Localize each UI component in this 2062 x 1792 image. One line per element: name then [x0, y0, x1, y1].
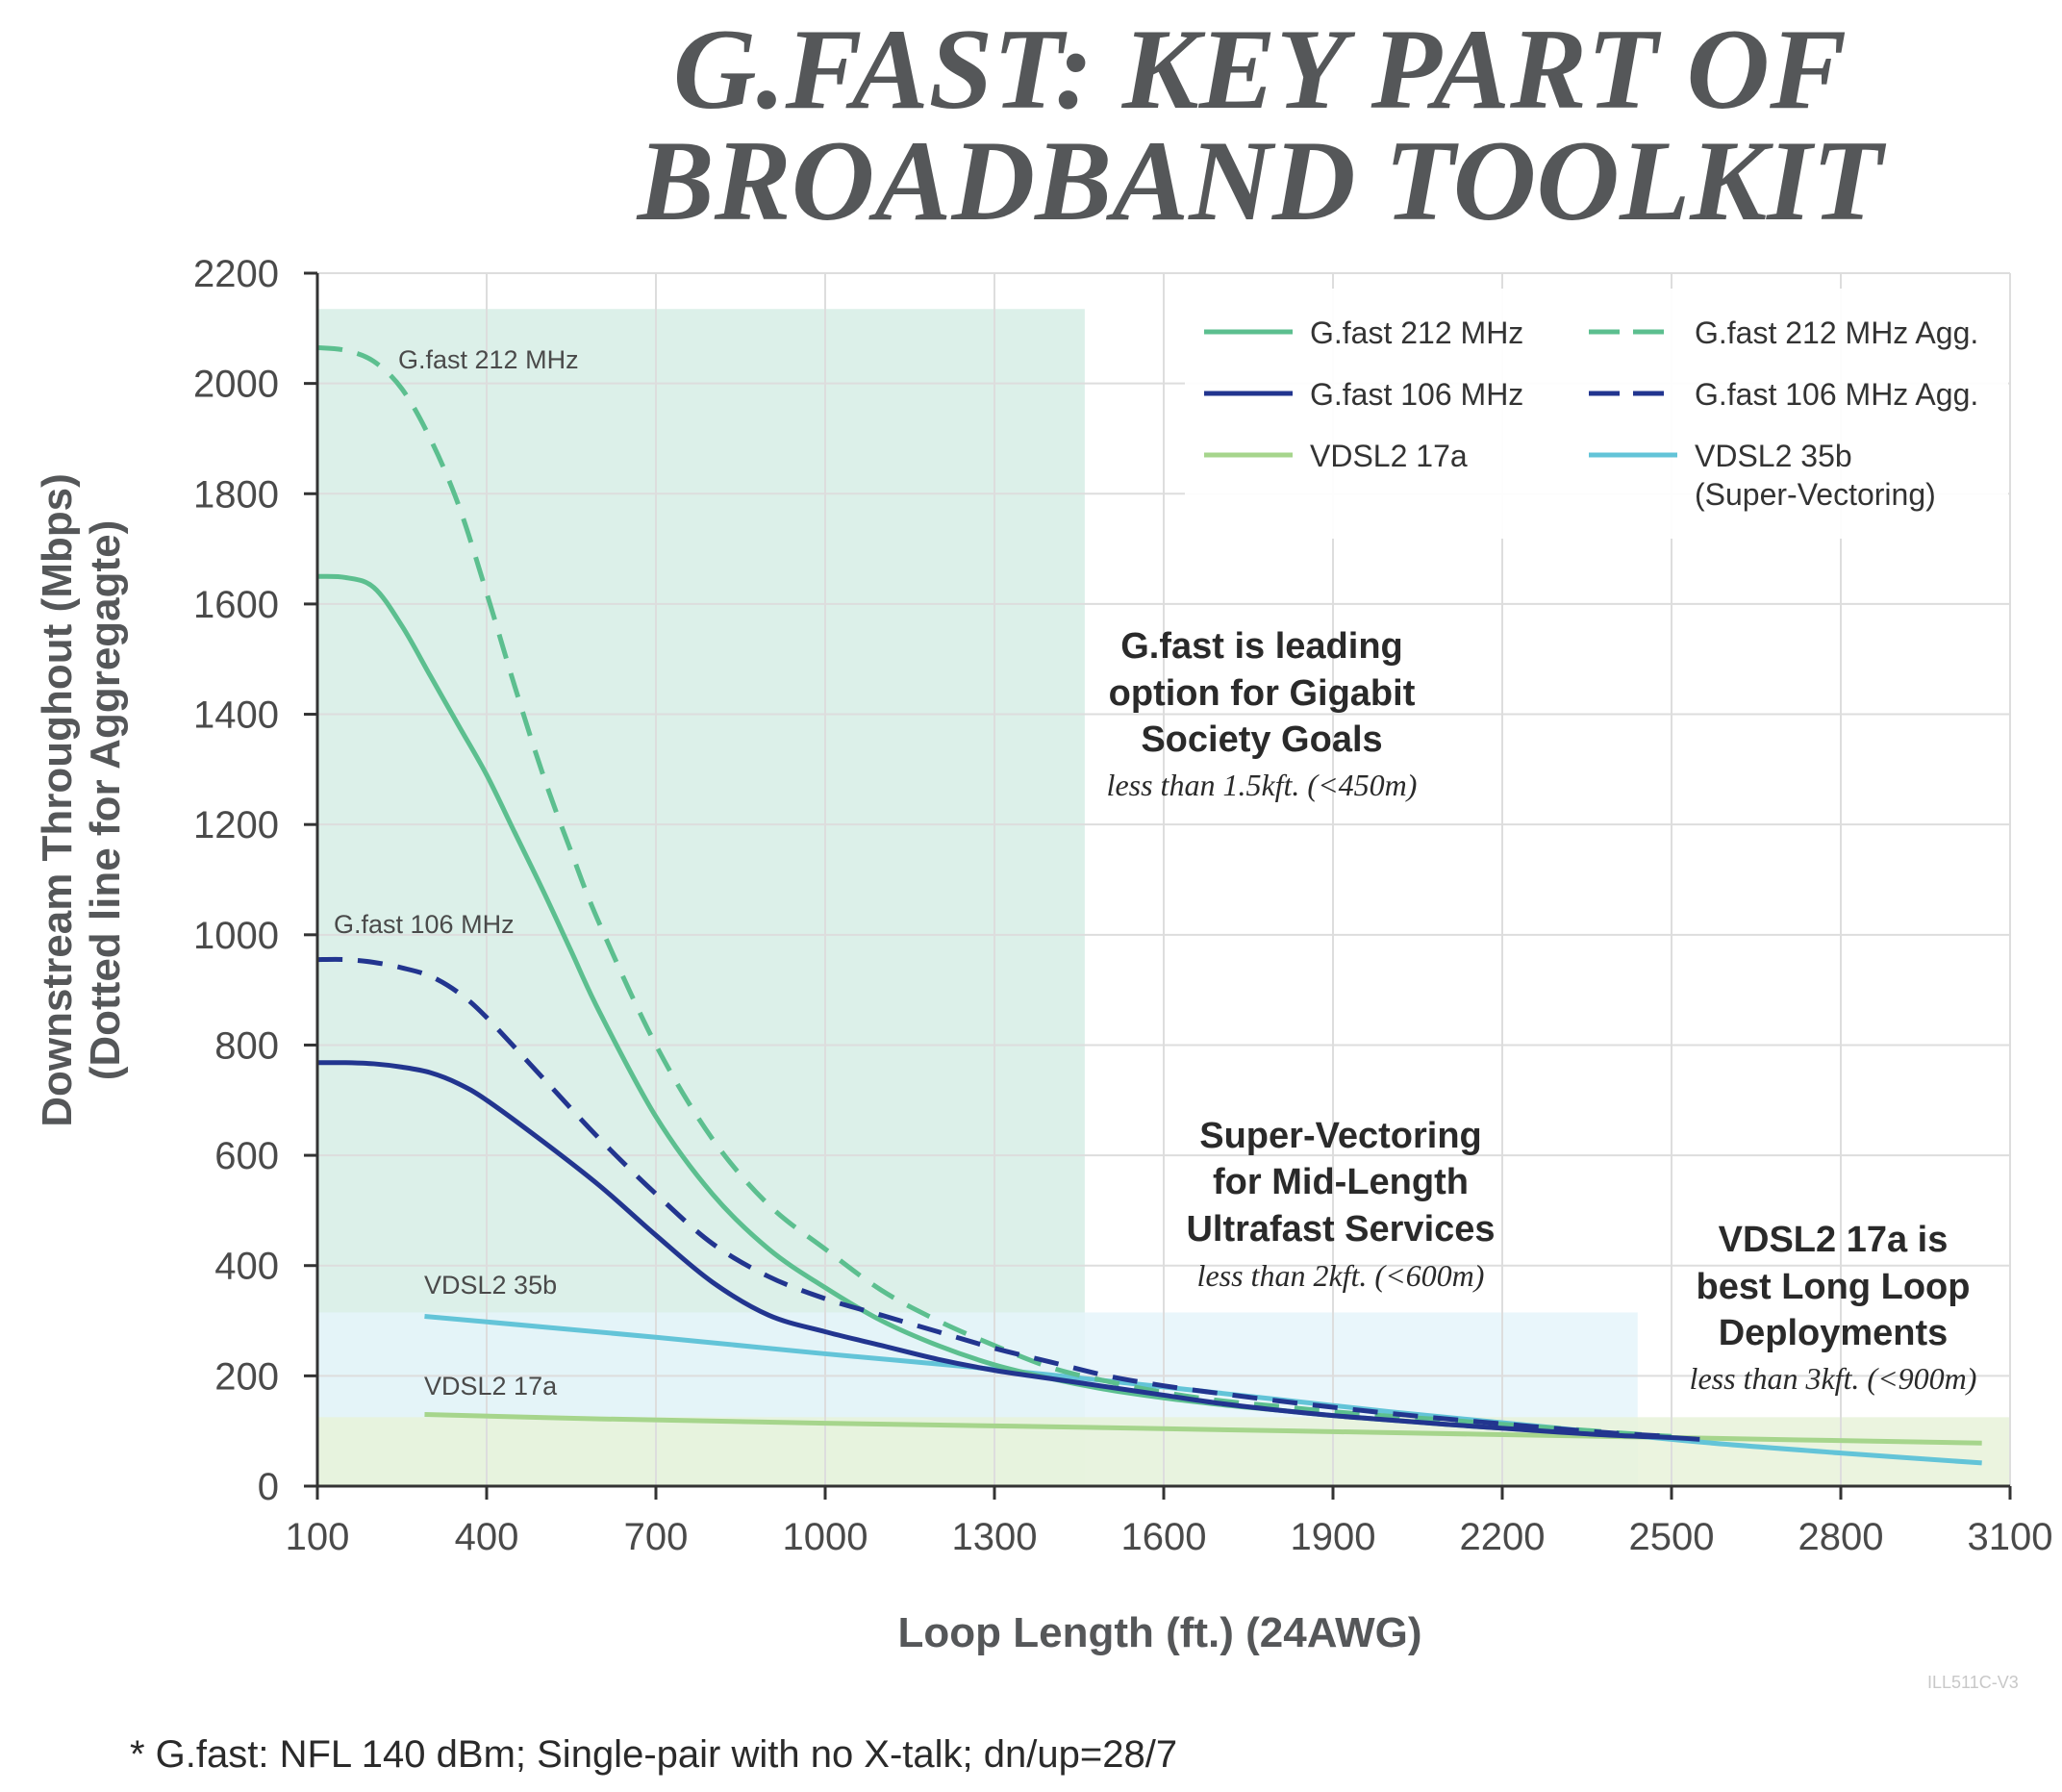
- y-tick-label-400: 400: [214, 1246, 279, 1288]
- y-tick-label-1000: 1000: [193, 915, 279, 957]
- legend-label-v35b-line-2: (Super-Vectoring): [1695, 477, 1936, 512]
- chart-title-line-2: BROADBAND TOOLKIT: [637, 116, 1883, 244]
- y-tick-label-200: 200: [214, 1355, 279, 1398]
- y-tick-label-600: 600: [214, 1135, 279, 1177]
- label-vdsl2-17a: VDSL2 17a: [424, 1372, 558, 1401]
- annotation-vectoring-note: less than 2kft. (<600m): [1197, 1258, 1485, 1293]
- annotation-gfast-note: less than 1.5kft. (<450m): [1107, 768, 1418, 802]
- x-tick-label-2500: 2500: [1629, 1516, 1715, 1558]
- y-axis-title-line-2: (Dotted line for Aggregagte): [82, 520, 129, 1081]
- y-tick-label-1800: 1800: [193, 473, 279, 516]
- y-tick-label-2200: 2200: [193, 253, 279, 295]
- x-tick-label-400: 400: [455, 1516, 519, 1558]
- x-tick-label-2200: 2200: [1460, 1516, 1546, 1558]
- legend: G.fast 212 MHz G.fast 212 MHz Agg. G.fast …: [1204, 315, 1978, 512]
- annotation-vectoring: Super-Vectoring for Mid-Length Ultrafast…: [1186, 1116, 1495, 1293]
- annotation-vectoring-line-3: Ultrafast Services: [1186, 1209, 1495, 1249]
- y-tick-label-2000: 2000: [193, 364, 279, 406]
- series-layer: [316, 344, 1982, 1466]
- label-gfast-212: G.fast 212 MHz: [398, 345, 579, 374]
- x-tick-label-700: 700: [624, 1516, 689, 1558]
- y-axis-title-line-1: Downstream Throughout (Mbps): [34, 473, 81, 1127]
- legend-label-v17a: VDSL2 17a: [1310, 439, 1468, 473]
- x-axis-title: Loop Length (ft.) (24AWG): [898, 1609, 1422, 1656]
- watermark: ILL511C-V3: [1927, 1673, 2019, 1692]
- label-gfast-106: G.fast 106 MHz: [334, 910, 515, 939]
- series-line-g212agg: [316, 344, 1672, 1439]
- x-tick-label-100: 100: [286, 1516, 350, 1558]
- annotation-vdsl-note: less than 3kft. (<900m): [1690, 1361, 1977, 1396]
- legend-label-g212agg: G.fast 212 MHz Agg.: [1695, 315, 1978, 350]
- y-tick-label-0: 0: [258, 1466, 279, 1508]
- annotation-vdsl: VDSL2 17a is best Long Loop Deployments …: [1690, 1220, 1977, 1396]
- zone-gfast: [317, 309, 1085, 1486]
- series-line-g106agg: [316, 956, 1672, 1439]
- x-tick-label-3100: 3100: [1968, 1516, 2053, 1558]
- footnote: * G.fast: NFL 140 dBm; Single-pair with …: [130, 1733, 1178, 1776]
- legend-label-v35b: VDSL2 35b: [1695, 439, 1852, 473]
- legend-label-g212: G.fast 212 MHz: [1310, 315, 1523, 350]
- y-tick-label-1600: 1600: [193, 584, 279, 626]
- annotation-vdsl-line-1: VDSL2 17a is: [1719, 1220, 1949, 1260]
- label-vdsl2-35b: VDSL2 35b: [424, 1271, 557, 1300]
- annotation-gfast-line-2: option for Gigabit: [1109, 673, 1416, 714]
- x-tick-label-1600: 1600: [1121, 1516, 1207, 1558]
- annotation-gfast-line-1: G.fast is leading: [1120, 626, 1403, 667]
- axis-layer: 0 200 400 600 800 1000 1200 1400 1600 1800 2000 220…: [193, 253, 2052, 1558]
- annotation-vectoring-line-2: for Mid-Length: [1213, 1162, 1469, 1202]
- series-line-g106: [316, 1060, 1700, 1442]
- y-tick-label-1200: 1200: [193, 804, 279, 846]
- annotation-gfast-line-3: Society Goals: [1141, 719, 1382, 760]
- y-tick-label-1400: 1400: [193, 694, 279, 737]
- chart-title-line-1: G.FAST: KEY PART OF: [672, 5, 1848, 133]
- x-tick-label-1000: 1000: [783, 1516, 868, 1558]
- annotation-vdsl-line-3: Deployments: [1719, 1313, 1949, 1353]
- annotation-vdsl-line-2: best Long Loop: [1697, 1267, 1971, 1307]
- x-tick-label-1900: 1900: [1291, 1516, 1376, 1558]
- x-tick-label-2800: 2800: [1798, 1516, 1884, 1558]
- legend-label-g106: G.fast 106 MHz: [1310, 377, 1523, 412]
- annotation-gfast: G.fast is leading option for Gigabit Soc…: [1107, 626, 1418, 802]
- x-tick-label-1300: 1300: [952, 1516, 1038, 1558]
- y-tick-label-800: 800: [214, 1024, 279, 1067]
- legend-label-g106agg: G.fast 106 MHz Agg.: [1695, 377, 1978, 412]
- annotation-vectoring-line-1: Super-Vectoring: [1199, 1116, 1482, 1156]
